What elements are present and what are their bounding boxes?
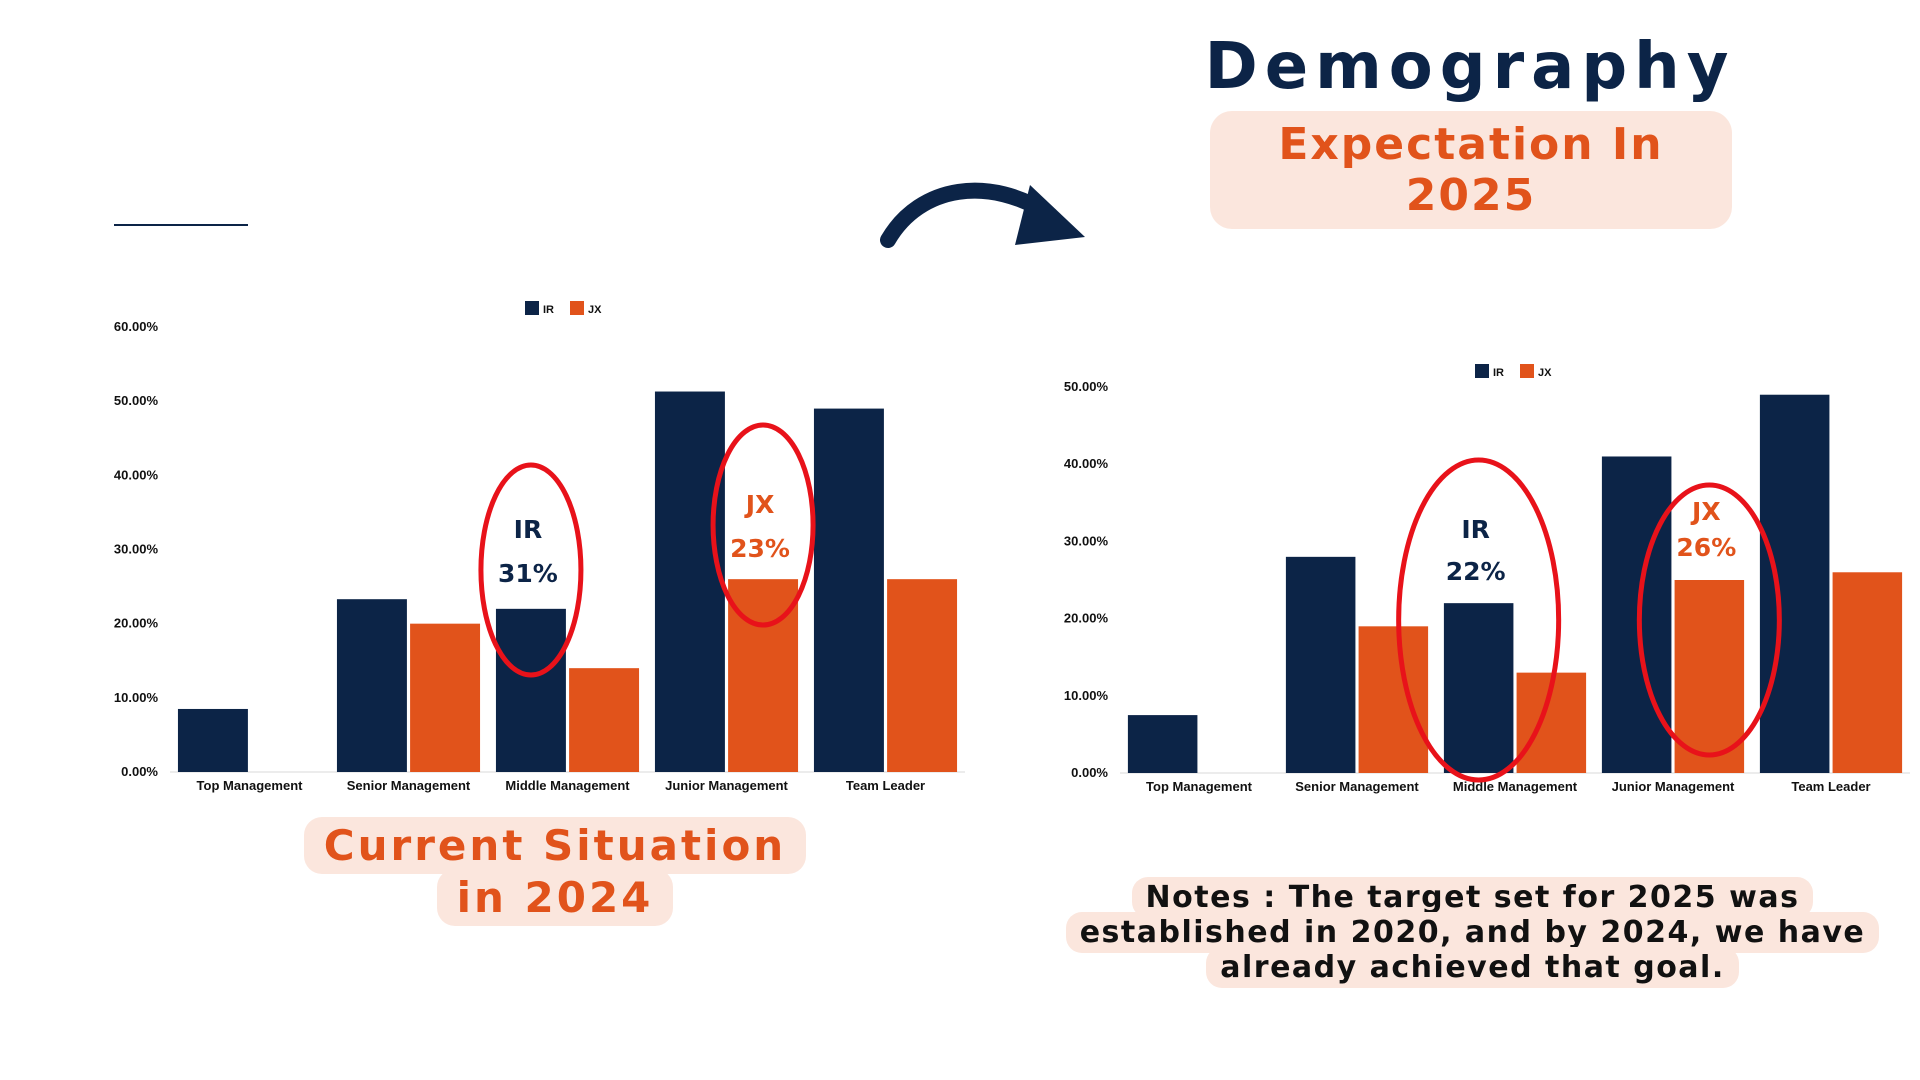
x-category-label: Team Leader	[1791, 779, 1870, 794]
chart-expectation-2025: 0.00% 10.00% 20.00% 30.00% 40.00% 50.00% IR JX T…	[1064, 364, 1910, 794]
y-tick-label: 50.00%	[1064, 379, 1109, 394]
x-category-label: Middle Management	[1453, 779, 1578, 794]
bar-ir	[1127, 715, 1198, 773]
bar-jx	[569, 668, 640, 772]
page-title: Demography	[1204, 30, 1736, 104]
x-category-label: Team Leader	[846, 778, 925, 793]
chart-current-2024: 0.00% 10.00% 20.00% 30.00% 40.00% 50.00% 60.00…	[114, 301, 965, 793]
bar-ir	[1285, 556, 1356, 773]
bar-ir	[813, 408, 884, 772]
y-tick-label: 30.00%	[114, 542, 159, 557]
annotation-value: 26%	[1676, 533, 1736, 562]
y-tick-label: 10.00%	[1064, 688, 1109, 703]
bar-jx	[887, 579, 958, 772]
y-tick-label: 40.00%	[114, 467, 159, 482]
y-tick-label: 20.00%	[1064, 611, 1109, 626]
y-tick-label: 0.00%	[121, 764, 158, 779]
annotation-series-label: JX	[1690, 497, 1721, 526]
legend-swatch	[1475, 364, 1489, 378]
y-tick-label: 10.00%	[114, 690, 159, 705]
x-category-label: Senior Management	[1295, 779, 1419, 794]
legend-swatch	[1520, 364, 1534, 378]
y-tick-label: 30.00%	[1064, 533, 1109, 548]
legend-label: IR	[543, 304, 554, 316]
x-category-label: Junior Management	[1612, 779, 1735, 794]
bar-ir	[495, 608, 566, 772]
page-subtitle: Expectation In 2025	[1210, 111, 1732, 229]
subtitle-badge: Expectation In 2025	[1210, 111, 1732, 229]
x-category-label: Middle Management	[505, 778, 630, 793]
bar-ir	[654, 391, 725, 772]
notes-text: Notes : The target set for 2025 was esta…	[1065, 877, 1880, 988]
legend-label: JX	[1538, 367, 1552, 379]
x-category-label: Top Management	[1146, 779, 1253, 794]
highlight-ellipse	[1636, 482, 1782, 758]
bar-jx	[728, 579, 799, 772]
bar-jx	[1674, 580, 1745, 773]
curved-arrow-icon	[880, 182, 1085, 248]
y-tick-label: 20.00%	[114, 616, 159, 631]
x-category-label: Senior Management	[347, 778, 471, 793]
bar-ir	[177, 708, 248, 772]
x-category-label: Top Management	[197, 778, 304, 793]
legend-label: JX	[588, 304, 602, 316]
caption-current-situation: Current Situation in 2024	[285, 817, 825, 926]
bar-jx	[1832, 572, 1903, 773]
bar-ir	[1443, 603, 1514, 773]
y-tick-label: 40.00%	[1064, 456, 1109, 471]
bar-ir	[1759, 394, 1830, 773]
bar-ir	[336, 599, 407, 772]
annotation-series-label: IR	[1461, 515, 1490, 544]
annotation-value: 23%	[730, 534, 790, 563]
y-tick-label: 60.00%	[114, 319, 159, 334]
caption-current-situation-text: Current Situation in 2024	[303, 817, 807, 926]
highlight-ellipse	[1396, 457, 1562, 783]
decorative-underline	[114, 224, 248, 226]
legend-swatch	[570, 301, 584, 315]
bar-jx	[1358, 626, 1429, 773]
highlight-ellipse	[710, 422, 816, 628]
y-tick-label: 0.00%	[1071, 765, 1108, 780]
y-tick-label: 50.00%	[114, 393, 159, 408]
notes-box: Notes : The target set for 2025 was esta…	[1055, 877, 1890, 988]
bar-jx	[410, 623, 481, 772]
highlight-ellipse	[478, 462, 584, 678]
x-category-label: Junior Management	[665, 778, 788, 793]
bar-ir	[1601, 456, 1672, 773]
legend-swatch	[525, 301, 539, 315]
annotation-series-label: JX	[744, 490, 775, 519]
annotation-value: 22%	[1446, 557, 1506, 586]
annotation-value: 31%	[498, 559, 558, 588]
legend-label: IR	[1493, 367, 1504, 379]
annotation-series-label: IR	[514, 515, 543, 544]
